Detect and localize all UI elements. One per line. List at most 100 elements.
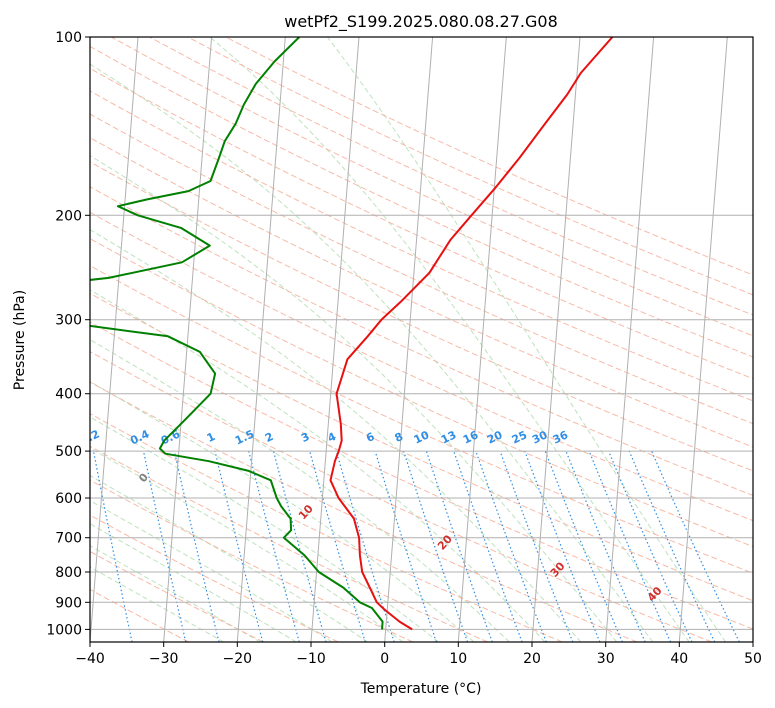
mixing-ratio-label: 30 bbox=[530, 428, 550, 446]
mixing-ratio-line bbox=[588, 450, 672, 642]
dry-adiabat-line bbox=[90, 211, 753, 522]
y-tick-label: 100 bbox=[55, 30, 82, 46]
moist-adiabat-line bbox=[90, 416, 439, 642]
x-tick-label: 40 bbox=[670, 651, 688, 667]
mixing-ratio-lines bbox=[92, 450, 740, 642]
dry-adiabat-line bbox=[149, 37, 753, 316]
y-tick-label: 800 bbox=[55, 565, 82, 581]
dry-adiabat-line bbox=[90, 45, 753, 358]
y-tick-label: 300 bbox=[55, 313, 82, 329]
dry-adiabat-line bbox=[90, 161, 753, 472]
dry-adiabat-line bbox=[90, 381, 638, 642]
x-axis-label: Temperature (°C) bbox=[360, 681, 482, 697]
isotherm-line bbox=[605, 37, 655, 642]
plot-area: -100-90-80-70-60-50-40-30-20-10010203040… bbox=[78, 37, 753, 642]
moist-adiabat-line bbox=[90, 289, 546, 642]
mixing-ratio-label: 10 bbox=[412, 428, 432, 446]
mixing-ratio-line bbox=[425, 450, 493, 642]
adiabat-labels: -100-90-80-70-60-50-40-30-20-10010203040… bbox=[78, 427, 665, 604]
mixing-ratio-line bbox=[173, 450, 220, 642]
y-tick-label: 400 bbox=[55, 387, 82, 403]
x-tick-label: −10 bbox=[296, 651, 326, 667]
moist-adiabats bbox=[90, 37, 726, 642]
moist-adiabat-line bbox=[90, 499, 333, 642]
moist-adiabat-line bbox=[90, 63, 654, 642]
x-tick-label: 20 bbox=[523, 651, 541, 667]
mixing-ratio-line bbox=[214, 450, 264, 642]
dry-adiabat-line bbox=[90, 238, 753, 548]
mixing-ratio-line bbox=[92, 450, 133, 642]
y-axis-label: Pressure (hPa) bbox=[12, 290, 28, 390]
mixing-ratio-line bbox=[142, 450, 187, 642]
y-tick-label: 900 bbox=[55, 595, 82, 611]
dry-adiabat-line bbox=[90, 90, 753, 402]
x-tick-label: −30 bbox=[149, 651, 179, 667]
moist-adiabat-line bbox=[90, 545, 261, 642]
mixing-ratio-line bbox=[374, 450, 437, 642]
moist-adiabat-line bbox=[209, 37, 690, 642]
dry-adiabat-line bbox=[90, 550, 264, 642]
x-axis-ticks: −40 −30 −20 −10 0 10 20 30 40 50 bbox=[75, 642, 762, 667]
chart-title: wetPf2_S199.2025.080.08.27.G08 bbox=[284, 12, 558, 32]
isotherm-line bbox=[236, 37, 286, 642]
isotherm-line bbox=[457, 37, 507, 642]
isotherm-line bbox=[678, 37, 728, 642]
mixing-ratio-label: 25 bbox=[510, 428, 529, 446]
series-lines bbox=[90, 37, 614, 631]
dry-adiabat-line bbox=[90, 321, 753, 630]
y-tick-label: 1000 bbox=[46, 622, 82, 638]
isotherm-line bbox=[90, 37, 139, 642]
x-tick-label: 30 bbox=[597, 651, 615, 667]
moist-adiabat-line bbox=[90, 380, 475, 642]
mixing-ratio-line bbox=[475, 450, 547, 642]
y-axis-ticks: 100 200 300 400 500 600 700 800 900 1000 bbox=[46, 30, 90, 638]
dry-adiabat-line bbox=[90, 292, 753, 602]
isotherm-line bbox=[531, 37, 581, 642]
dry-adiabat-line bbox=[90, 113, 753, 425]
moist-adiabat-line bbox=[327, 37, 726, 642]
moist-adiabat-line bbox=[90, 339, 510, 642]
mixing-ratio-line bbox=[499, 450, 574, 642]
dry-adiabat-line bbox=[187, 37, 753, 296]
moist-adiabat-line bbox=[90, 474, 368, 642]
y-tick-label: 200 bbox=[55, 208, 82, 224]
moist-adiabat-line bbox=[90, 523, 297, 642]
isotherms bbox=[90, 37, 753, 642]
x-tick-label: 10 bbox=[449, 651, 467, 667]
plot-frame bbox=[89, 36, 754, 643]
mixing-ratio-line bbox=[608, 450, 693, 642]
dry-adiabat-line bbox=[90, 137, 753, 448]
mixing-ratio-line bbox=[248, 450, 300, 642]
mixing-ratio-line bbox=[309, 450, 366, 642]
isobars bbox=[90, 37, 753, 630]
y-tick-label: 600 bbox=[55, 491, 82, 507]
x-tick-label: 0 bbox=[380, 651, 389, 667]
mixing-ratio-line bbox=[272, 450, 327, 642]
x-tick-label: 50 bbox=[744, 651, 762, 667]
mixing-ratio-label: 16 bbox=[461, 428, 481, 446]
dry-adiabat-line bbox=[90, 445, 488, 642]
moist-adiabat-line bbox=[90, 447, 404, 642]
mixing-ratio-line bbox=[544, 450, 623, 642]
isotherm-line bbox=[384, 37, 434, 642]
mixing-ratio-label: 0.2 bbox=[78, 427, 101, 447]
dry-adiabat-line bbox=[90, 186, 753, 497]
mixing-ratio-line bbox=[453, 450, 523, 642]
isotherm-line bbox=[163, 37, 213, 642]
isotherm-line bbox=[310, 37, 360, 642]
y-tick-label: 700 bbox=[55, 531, 82, 547]
temperature-profile-line bbox=[329, 37, 614, 631]
dry-adiabats bbox=[90, 37, 753, 642]
x-tick-label: −40 bbox=[75, 651, 105, 667]
mixing-ratio-label: 20 bbox=[485, 428, 505, 446]
mixing-ratio-label: 13 bbox=[439, 428, 458, 446]
y-tick-label: 500 bbox=[55, 444, 82, 460]
dewpoint-profile-line bbox=[90, 37, 384, 630]
mixing-ratio-label: 36 bbox=[551, 428, 571, 446]
x-tick-label: −20 bbox=[223, 651, 253, 667]
mixing-ratio-line bbox=[524, 450, 601, 642]
mixing-ratio-line bbox=[403, 450, 469, 642]
moist-adiabat-line bbox=[90, 228, 582, 642]
